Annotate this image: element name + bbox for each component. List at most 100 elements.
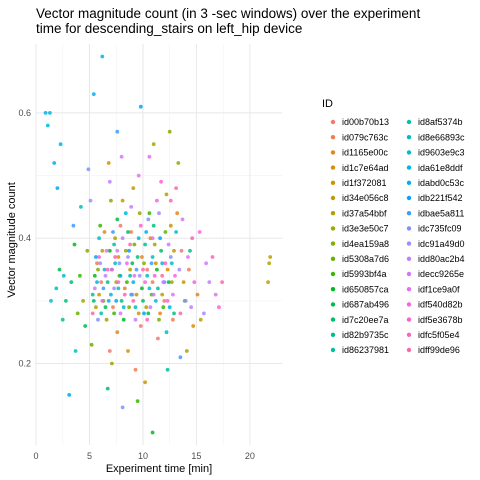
data-point-id1f372081: [136, 311, 141, 316]
data-point-idf1ce9a0f: [150, 236, 155, 241]
legend-label-ida61e8ddf: ida61e8ddf: [418, 163, 463, 173]
data-point-idff99de96: [220, 280, 225, 284]
data-point-idc91a49d0: [137, 273, 142, 278]
data-point-idf540d82b: [110, 267, 114, 272]
data-point-idfc5f05e4: [145, 317, 150, 322]
data-point-idecc9265e: [148, 305, 153, 310]
legend-label-id7c20ee7a: id7c20ee7a: [342, 315, 389, 325]
legend-label-idecc9265e: idecc9265e: [418, 269, 464, 279]
data-point-id34e056c8: [172, 248, 176, 253]
legend-key-idabd0c53c: [406, 180, 412, 185]
legend-label-id37a54bbf: id37a54bbf: [342, 208, 387, 218]
legend-key-ida61e8ddf: [406, 165, 412, 170]
data-point-id86237981: [112, 242, 116, 247]
data-point-id3e3e50c7: [123, 248, 128, 253]
data-point-id1165e00c: [195, 292, 200, 297]
data-point-id9603e9c3: [61, 273, 66, 278]
data-point-ida61e8ddf: [48, 111, 52, 115]
data-point-id1c7e64ad: [165, 267, 170, 272]
legend-key-idd80ac2b4: [406, 256, 412, 261]
data-point-id5993bf4a: [98, 223, 103, 228]
y-tick-label: 0.2: [18, 359, 31, 369]
legend-label-idd80ac2b4: idd80ac2b4: [418, 254, 465, 264]
data-point-idd80ac2b4: [120, 236, 125, 241]
legend-label-id8e66893c: id8e66893c: [418, 132, 465, 142]
x-tick-label: 0: [33, 451, 38, 461]
data-point-id00b70b13: [145, 267, 150, 272]
data-point-id86237981: [165, 367, 170, 372]
data-point-idfc5f05e4: [190, 236, 195, 241]
data-point-idc91a49d0: [88, 198, 93, 203]
data-point-id9603e9c3: [45, 123, 50, 128]
data-point-id5308a7d6: [75, 311, 80, 316]
legend-key-id1165e00c: [330, 150, 336, 155]
legend-label-idc735fc09: idc735fc09: [418, 224, 462, 234]
data-point-id8e66893c: [169, 261, 174, 266]
data-point-idecc9265e: [115, 248, 120, 253]
data-point-id3e3e50c7: [176, 161, 181, 165]
data-point-idf540d82b: [143, 280, 148, 284]
data-point-idc91a49d0: [157, 211, 161, 216]
data-point-id8af5374b: [79, 205, 83, 209]
legend-key-id650857ca: [330, 287, 336, 292]
data-point-idb221f542: [94, 255, 98, 259]
data-point-idf5e3678b: [116, 280, 121, 284]
legend-key-id687ab496: [330, 302, 336, 307]
data-point-id8af5374b: [116, 286, 121, 291]
data-point-idabd0c53c: [106, 299, 111, 303]
data-point-id687ab496: [57, 267, 62, 272]
data-point-idf1ce9a0f: [171, 292, 175, 297]
legend-key-id7c20ee7a: [330, 317, 336, 322]
data-point-id86237981: [60, 317, 65, 322]
data-point-id1165e00c: [140, 255, 144, 259]
data-point-id34e056c8: [268, 255, 273, 259]
legend-key-id3e3e50c7: [330, 226, 336, 231]
data-point-id86237981: [143, 242, 148, 247]
data-point-id4ea159a8: [167, 129, 172, 134]
data-point-idb221f542: [114, 299, 119, 303]
data-point-idd80ac2b4: [166, 242, 171, 247]
data-point-id00b70b13: [99, 280, 104, 284]
data-point-id4ea159a8: [109, 198, 113, 203]
data-point-id7c20ee7a: [105, 386, 110, 391]
data-point-idbae5a811: [149, 261, 154, 266]
data-point-idc91a49d0: [98, 261, 103, 266]
data-point-id687ab496: [83, 324, 88, 328]
legend-label-idf540d82b: idf540d82b: [418, 300, 463, 310]
data-point-idbae5a811: [178, 355, 183, 360]
data-point-idf5e3678b: [192, 280, 197, 284]
legend-key-idecc9265e: [406, 271, 412, 277]
legend-label-idf5e3678b: idf5e3678b: [418, 315, 463, 325]
legend-key-idf1ce9a0f: [406, 287, 412, 292]
legend-label-idb221f542: idb221f542: [418, 193, 463, 203]
data-point-idf540d82b: [173, 273, 177, 278]
data-point-id34e056c8: [100, 248, 105, 253]
data-point-idbae5a811: [134, 267, 139, 272]
legend-title: ID: [322, 98, 333, 110]
x-tick-label: 15: [191, 451, 201, 461]
x-tick-label: 5: [87, 451, 92, 461]
chart-title-line-1: Vector magnitude count (in 3 -sec window…: [36, 6, 420, 21]
chart-title-line-2: time for descending_stairs on left_hip d…: [36, 21, 302, 36]
data-point-idf5e3678b: [152, 273, 157, 278]
data-point-idfc5f05e4: [105, 267, 110, 272]
data-point-idff99de96: [113, 255, 117, 259]
data-point-idf1ce9a0f: [118, 311, 123, 316]
data-point-id37a54bbf: [113, 236, 117, 241]
data-point-idc735fc09: [130, 292, 135, 297]
data-point-id1f372081: [143, 380, 148, 385]
data-point-id1c7e64ad: [126, 349, 130, 353]
data-point-idf1ce9a0f: [136, 173, 141, 178]
data-point-id687ab496: [115, 217, 120, 222]
data-point-ida61e8ddf: [123, 211, 128, 216]
data-point-idf540d82b: [147, 154, 152, 159]
data-point-id3e3e50c7: [81, 299, 85, 303]
legend-label-idfc5f05e4: idfc5f05e4: [418, 330, 460, 340]
data-point-idc91a49d0: [202, 311, 206, 316]
data-point-id1f372081: [97, 292, 101, 297]
data-point-id1f372081: [168, 223, 173, 228]
data-point-id34e056c8: [131, 186, 136, 191]
data-point-id5993bf4a: [147, 211, 152, 216]
data-point-id1165e00c: [115, 330, 120, 335]
data-point-idf1ce9a0f: [186, 255, 190, 259]
